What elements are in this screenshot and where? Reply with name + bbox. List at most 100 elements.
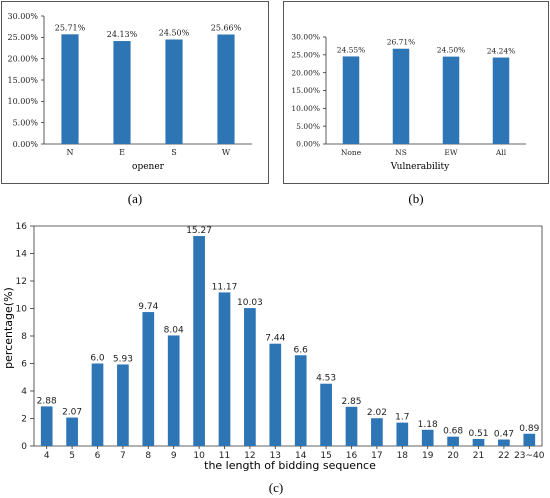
- chart-b-data-label: 24.50%: [437, 46, 466, 55]
- chart-b-ytick-label: 0.00%: [296, 140, 320, 149]
- chart-a-ytick-label: 30.00%: [7, 12, 38, 21]
- chart-a-ytick-label: 20.00%: [7, 54, 38, 63]
- chart-c-xtick-label: 14: [295, 451, 307, 461]
- chart-c-ytick-label: 0: [21, 442, 27, 452]
- chart-a-data-label: 24.13%: [107, 30, 138, 39]
- chart-a-bar: [165, 39, 183, 144]
- chart-c-bar: [244, 308, 256, 446]
- chart-c-bar: [167, 335, 180, 446]
- chart-c-ytick-label: 6: [21, 360, 27, 370]
- chart-b-xtick-label: NS: [395, 148, 407, 157]
- caption-c: (c): [269, 480, 283, 495]
- chart-b-data-label: 26.71%: [387, 38, 416, 47]
- chart-a-bar: [217, 34, 235, 144]
- caption-b: (b): [408, 191, 423, 206]
- chart-b-ytick-label: 20.00%: [291, 68, 320, 77]
- chart-c-bar: [523, 433, 536, 446]
- chart-c-data-label: 0.89: [519, 424, 539, 434]
- chart-c-data-label: 2.02: [367, 408, 387, 418]
- chart-c-xtick-label: 13: [270, 451, 281, 461]
- chart-a-xlabel: opener: [132, 162, 165, 172]
- chart-c-bar: [218, 292, 231, 446]
- chart-c-bar: [193, 236, 205, 446]
- chart-b-data-label: 24.24%: [487, 47, 516, 56]
- chart-b-bar: [492, 57, 510, 144]
- chart-c-xtick-label: 23~40: [514, 451, 545, 461]
- chart-c-data-label: 2.85: [341, 397, 361, 407]
- chart-c-bar: [421, 429, 434, 446]
- chart-c-xtick-label: 20: [447, 451, 459, 461]
- chart-c-data-label: 5.93: [113, 354, 133, 364]
- chart-c-data-label: 2.07: [62, 408, 82, 418]
- chart-b-ytick-label: 30.00%: [291, 33, 320, 42]
- caption-a: (a): [128, 191, 142, 206]
- chart-c-xtick-label: 7: [120, 451, 126, 461]
- chart-a-ytick-label: 15.00%: [7, 76, 38, 85]
- chart-c-bar: [472, 438, 485, 446]
- chart-c-bar: [345, 406, 358, 446]
- chart-a-xtick-label: E: [119, 148, 125, 157]
- chart-c-bar: [396, 422, 409, 446]
- chart-c-xtick-label: 9: [171, 451, 177, 461]
- chart-c-bar: [371, 418, 383, 446]
- chart-c-ytick-label: 12: [16, 277, 27, 287]
- chart-a-ytick-label: 25.00%: [7, 33, 38, 42]
- chart-a-ytick-label: 5.00%: [13, 118, 39, 127]
- chart-c-bar: [66, 417, 78, 446]
- chart-c: 0 2 4 6 8 10 12 14 16 4 2.88 5 2.07 6 6.0 7 5.93 8 9.74 9 8.…: [16, 222, 545, 461]
- chart-b-ytick-label: 5.00%: [296, 122, 320, 131]
- chart-a-data-label: 24.50%: [159, 28, 190, 37]
- chart-c-ytick-label: 2: [21, 415, 27, 425]
- chart-c-xtick-label: 19: [422, 451, 434, 461]
- chart-b-ytick-label: 25.00%: [291, 50, 320, 59]
- chart-c-data-label: 11.17: [212, 282, 238, 292]
- chart-b-ytick-label: 10.00%: [291, 104, 320, 113]
- chart-c-bar: [498, 439, 510, 446]
- chart-c-xtick-label: 6: [95, 451, 101, 461]
- chart-c-xtick-label: 5: [69, 451, 75, 461]
- chart-c-xtick-label: 10: [193, 451, 205, 461]
- chart-c-ytick-label: 16: [16, 222, 28, 232]
- chart-b-bar: [442, 56, 460, 144]
- chart-b-bar: [392, 48, 410, 145]
- panel-b-frame: [283, 1, 549, 184]
- chart-c-bar: [269, 343, 282, 446]
- chart-c-ytick-label: 8: [21, 332, 27, 342]
- chart-c-xtick-label: 18: [397, 451, 409, 461]
- chart-a-bar: [113, 41, 131, 144]
- chart-b-data-label: 24.55%: [337, 45, 366, 54]
- chart-c-xtick-label: 22: [498, 451, 509, 461]
- chart-a-ytick-label: 0.00%: [13, 140, 39, 149]
- chart-a-bar: [61, 34, 79, 144]
- chart-c-ytick-label: 10: [16, 305, 28, 315]
- chart-b-ytick-label: 15.00%: [291, 86, 320, 95]
- chart-c-xtick-label: 16: [346, 451, 358, 461]
- chart-c-bar: [320, 383, 332, 446]
- chart-c-data-label: 4.53: [316, 374, 336, 384]
- chart-b-xtick-label: None: [341, 148, 362, 157]
- chart-c-data-label: 6.6: [294, 345, 309, 355]
- chart-c-bar: [91, 363, 104, 446]
- chart-a-data-label: 25.71%: [55, 23, 86, 32]
- chart-c-data-label: 0.47: [494, 430, 514, 440]
- chart-c-data-label: 8.04: [164, 325, 184, 335]
- chart-a-xtick-label: W: [222, 148, 231, 157]
- chart-c-xtick-label: 4: [44, 451, 50, 461]
- chart-a-xtick-label: N: [67, 148, 74, 157]
- chart-a: 0.00% 5.00% 10.00% 15.00% 20.00% 25.00% 30.00%…: [7, 12, 252, 157]
- chart-c-xtick-label: 12: [244, 451, 255, 461]
- chart-c-bar: [447, 436, 459, 446]
- chart-a-ytick-label: 10.00%: [7, 97, 38, 106]
- chart-c-xtick-label: 17: [371, 451, 382, 461]
- chart-c-data-label: 0.51: [468, 429, 488, 439]
- chart-c-data-label: 7.44: [265, 334, 285, 344]
- chart-c-ytick-label: 14: [16, 250, 28, 260]
- chart-c-data-label: 1.7: [395, 413, 409, 423]
- chart-c-xlabel: the length of bidding sequence: [204, 459, 376, 472]
- chart-c-ylabel: percentage(%): [2, 287, 15, 369]
- chart-c-xtick-label: 15: [320, 451, 331, 461]
- chart-c-data-label: 15.27: [186, 226, 212, 236]
- chart-b: 0.00% 5.00% 10.00% 15.00% 20.00% 25.00% 30.00%…: [291, 33, 526, 157]
- chart-c-bar: [294, 355, 307, 446]
